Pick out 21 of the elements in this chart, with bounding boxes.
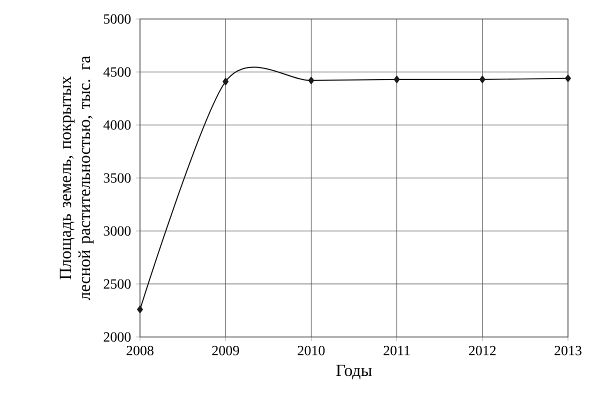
point <box>137 306 143 314</box>
y-tick-label: 2500 <box>104 279 131 289</box>
y-tick-label: 4500 <box>103 67 131 77</box>
y-axis-title: Площадь земель, покрытых лесной растительностью, тыс. га <box>60 56 94 300</box>
y-tick-label: 5000 <box>104 14 131 24</box>
y-tick-label: 3500 <box>104 173 131 183</box>
y-tick-label: 3000 <box>104 226 131 236</box>
point <box>308 76 314 84</box>
x-tick-label: 2013 <box>554 346 582 356</box>
y-tick-label: 2000 <box>104 332 131 342</box>
point <box>565 74 571 82</box>
x-tick-label: 2008 <box>126 346 154 356</box>
y-tick-label: 4000 <box>103 120 131 130</box>
point <box>479 76 486 84</box>
point <box>394 76 400 84</box>
x-tick-label: 2010 <box>298 346 325 356</box>
x-axis-title: Годы <box>336 364 372 380</box>
point <box>222 78 229 86</box>
x-tick-label: 2011 <box>384 346 410 356</box>
x-tick-label: 2009 <box>212 346 240 356</box>
x-tick-label: 2012 <box>469 346 496 356</box>
